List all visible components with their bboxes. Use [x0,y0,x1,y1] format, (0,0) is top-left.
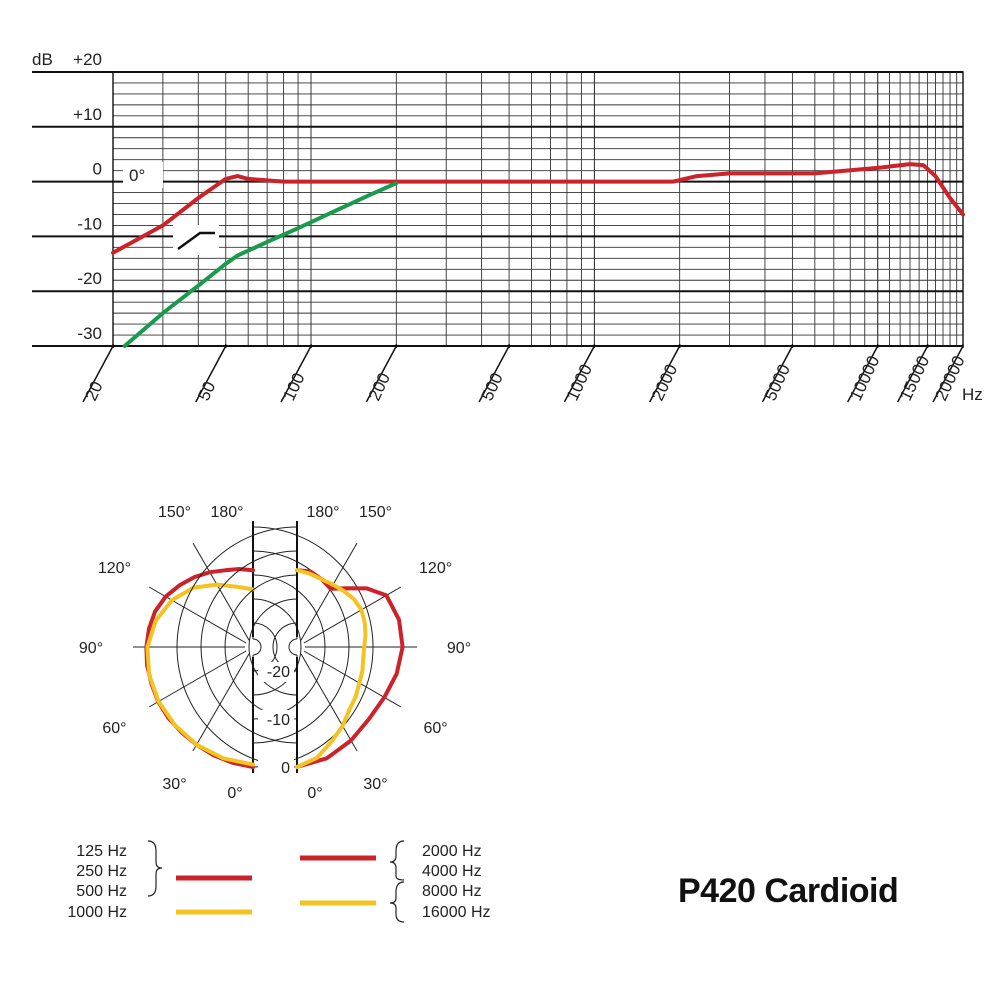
polar-spoke [300,542,358,641]
x-tick-mark [280,345,312,403]
x-tick-label: 10000 [846,353,883,404]
x-tick-label: 200 [365,370,394,404]
low-cut-filter-icon [177,231,215,251]
frequency-response-chart: +20 +10 0 -10 -20 -30 dB 20 50 100 200 500 1000 2000 5… [32,50,983,404]
response-curve-green [122,181,399,348]
x-tick-label: 100 [279,370,308,404]
y-tick-label: -30 [77,324,102,343]
x-tick-label: 50 [194,379,219,404]
x-tick-label: 2000 [648,361,681,403]
frequency-legend: 125 Hz 250 Hz 500 Hz 1000 Hz 2000 Hz 4000 Hz 8… [67,840,491,923]
response-curve-red [111,162,965,255]
x-tick-mark [82,345,114,403]
polar-center [252,638,262,656]
polar-angle-label: 90° [79,640,103,657]
polar-angle-label: 30° [363,776,387,793]
polar-curve-yellow [295,568,368,769]
polar-angle-label: 60° [102,720,126,737]
filter-symbol-bg [173,225,219,255]
x-tick-mark [932,345,964,403]
x-tick-label: 5000 [761,361,794,403]
polar-ring [252,598,302,696]
polar-left-half: 0° 30° 60° 90° 120° 150° 180° [79,504,374,802]
plot-frame [112,71,964,347]
ring-label-bg [258,710,294,730]
polar-angle-label: 90° [447,640,471,657]
y-tick-label: +10 [73,105,102,124]
ring-label-bg [258,758,294,778]
polar-spoke [148,650,247,708]
x-tick-mark [649,345,681,403]
legend-label: 125 Hz [76,843,127,860]
x-tick-mark [365,345,397,403]
polar-angle-label: 150° [158,504,191,521]
polar-angle-label: 60° [423,720,447,737]
legend-label: 250 Hz [76,863,127,880]
polar-pattern-chart: 0° 30° 60° 90° 120° 150° 180° 0° 30° 60° 90° 120° 15… [79,504,471,802]
legend-label: 500 Hz [76,883,127,900]
polar-angle-label: 30° [162,776,186,793]
y-tick-label: +20 [73,50,102,69]
polar-angle-label: 120° [419,560,452,577]
polar-spoke [192,653,250,752]
polar-ring-label: 0 [281,760,290,777]
polar-curve-red [144,567,255,769]
y-tick-label: -10 [77,214,102,233]
legend-brace-right-bottom [389,881,405,923]
polar-spoke [300,653,358,752]
polar-ring [248,598,298,696]
polar-angle-label: 0° [307,785,322,802]
annotation-bg [123,162,163,188]
y-axis-unit: dB [32,50,53,69]
x-tick-label: 500 [477,370,506,404]
legend-label: 1000 Hz [67,904,127,921]
x-tick-mark [195,345,227,403]
legend-brace-left [147,840,163,897]
x-tick-label: 20 [81,379,106,404]
polar-center [288,638,298,656]
polar-spoke [303,650,402,708]
x-tick-mark [761,345,794,403]
y-tick-label: -20 [77,269,102,288]
x-tick-label: 1000 [563,361,596,403]
polar-ring [176,526,298,768]
ring-label-bg [258,662,294,682]
x-axis-unit: Hz [962,385,983,404]
x-tick-mark [896,345,929,403]
polar-ring-label: -20 [267,664,290,681]
polar-ring [200,550,298,744]
x-tick-mark [563,345,596,403]
x-tick-mark [478,345,510,403]
polar-curve-yellow [145,582,255,767]
polar-ring-label: -10 [267,712,290,729]
polar-angle-label: 120° [98,560,131,577]
legend-label: 4000 Hz [422,863,482,880]
x-tick-label: 15000 [896,353,933,404]
angle-annotation: 0° [129,166,145,185]
polar-angle-label: 150° [359,504,392,521]
polar-angle-label: 0° [227,785,242,802]
polar-spoke [148,586,247,644]
y-tick-label: 0 [93,160,102,179]
legend-label: 16000 Hz [422,904,491,921]
polar-angle-label: 180° [210,504,243,521]
polar-angle-label: 180° [306,504,339,521]
x-tick-mark [847,345,879,403]
legend-label: 8000 Hz [422,883,482,900]
legend-label: 2000 Hz [422,843,482,860]
polar-spoke [192,542,250,641]
legend-brace-right-top [389,840,405,881]
model-title: P420 Cardioid [678,872,899,910]
